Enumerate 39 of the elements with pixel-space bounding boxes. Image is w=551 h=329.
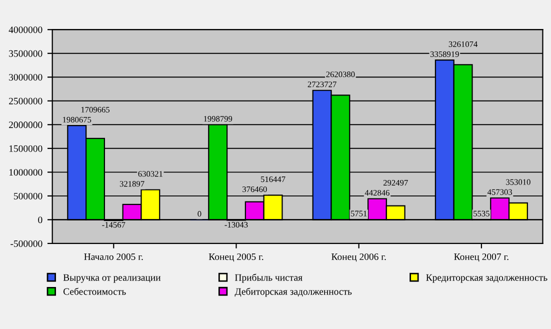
y-tick-label: 2000000 xyxy=(9,122,42,128)
data-label: 292497 xyxy=(383,180,408,186)
data-label: 3358919 xyxy=(430,51,459,57)
y-tick-label: 2500000 xyxy=(9,98,42,104)
data-label: 2620380 xyxy=(326,72,355,78)
legend-label: Прибыль чистая xyxy=(234,274,302,283)
data-label: 2723727 xyxy=(308,82,336,88)
y-tick-label: 0 xyxy=(38,216,42,224)
data-label: 1709665 xyxy=(81,106,110,112)
legend-label: Выручка от реализации xyxy=(63,274,161,283)
x-tick-label: Конец 2006 г. xyxy=(332,253,386,262)
y-tick-label: 4000000 xyxy=(8,26,42,34)
data-label: 0 xyxy=(198,210,202,217)
data-label: 1998799 xyxy=(204,116,232,122)
data-label: 3261074 xyxy=(448,41,478,47)
y-tick-label: 500000 xyxy=(14,192,42,200)
x-tick-label: Конец 2005 г. xyxy=(208,253,264,262)
data-label: 630321 xyxy=(138,171,162,177)
data-label: 353010 xyxy=(506,179,530,185)
y-tick-label: 3000000 xyxy=(9,74,42,81)
data-label: 457303 xyxy=(487,189,512,195)
data-label: 5751 xyxy=(350,210,367,216)
legend-label: Себестоимость xyxy=(63,288,126,295)
data-label: 1980675 xyxy=(63,116,92,122)
legend-label: Кредиторская задолженность xyxy=(426,274,548,283)
legend-label: Дебиторская задолженность xyxy=(234,288,352,297)
y-tick-label: 3500000 xyxy=(9,50,42,57)
data-label: 516447 xyxy=(261,176,286,182)
x-tick-label: Начало 2005 г. xyxy=(84,253,143,260)
data-label: -13043 xyxy=(224,222,248,228)
data-label: -14567 xyxy=(102,222,126,228)
y-tick-label: 1000000 xyxy=(9,169,42,176)
y-tick-label: -500000 xyxy=(10,240,42,247)
data-label: 376460 xyxy=(242,186,267,192)
data-label: 321897 xyxy=(120,181,144,187)
data-label: 5535 xyxy=(474,210,490,216)
x-tick-label: Конец 2007 г. xyxy=(454,253,508,262)
data-label: 442846 xyxy=(364,190,390,196)
y-tick-label: 1500000 xyxy=(9,145,42,152)
